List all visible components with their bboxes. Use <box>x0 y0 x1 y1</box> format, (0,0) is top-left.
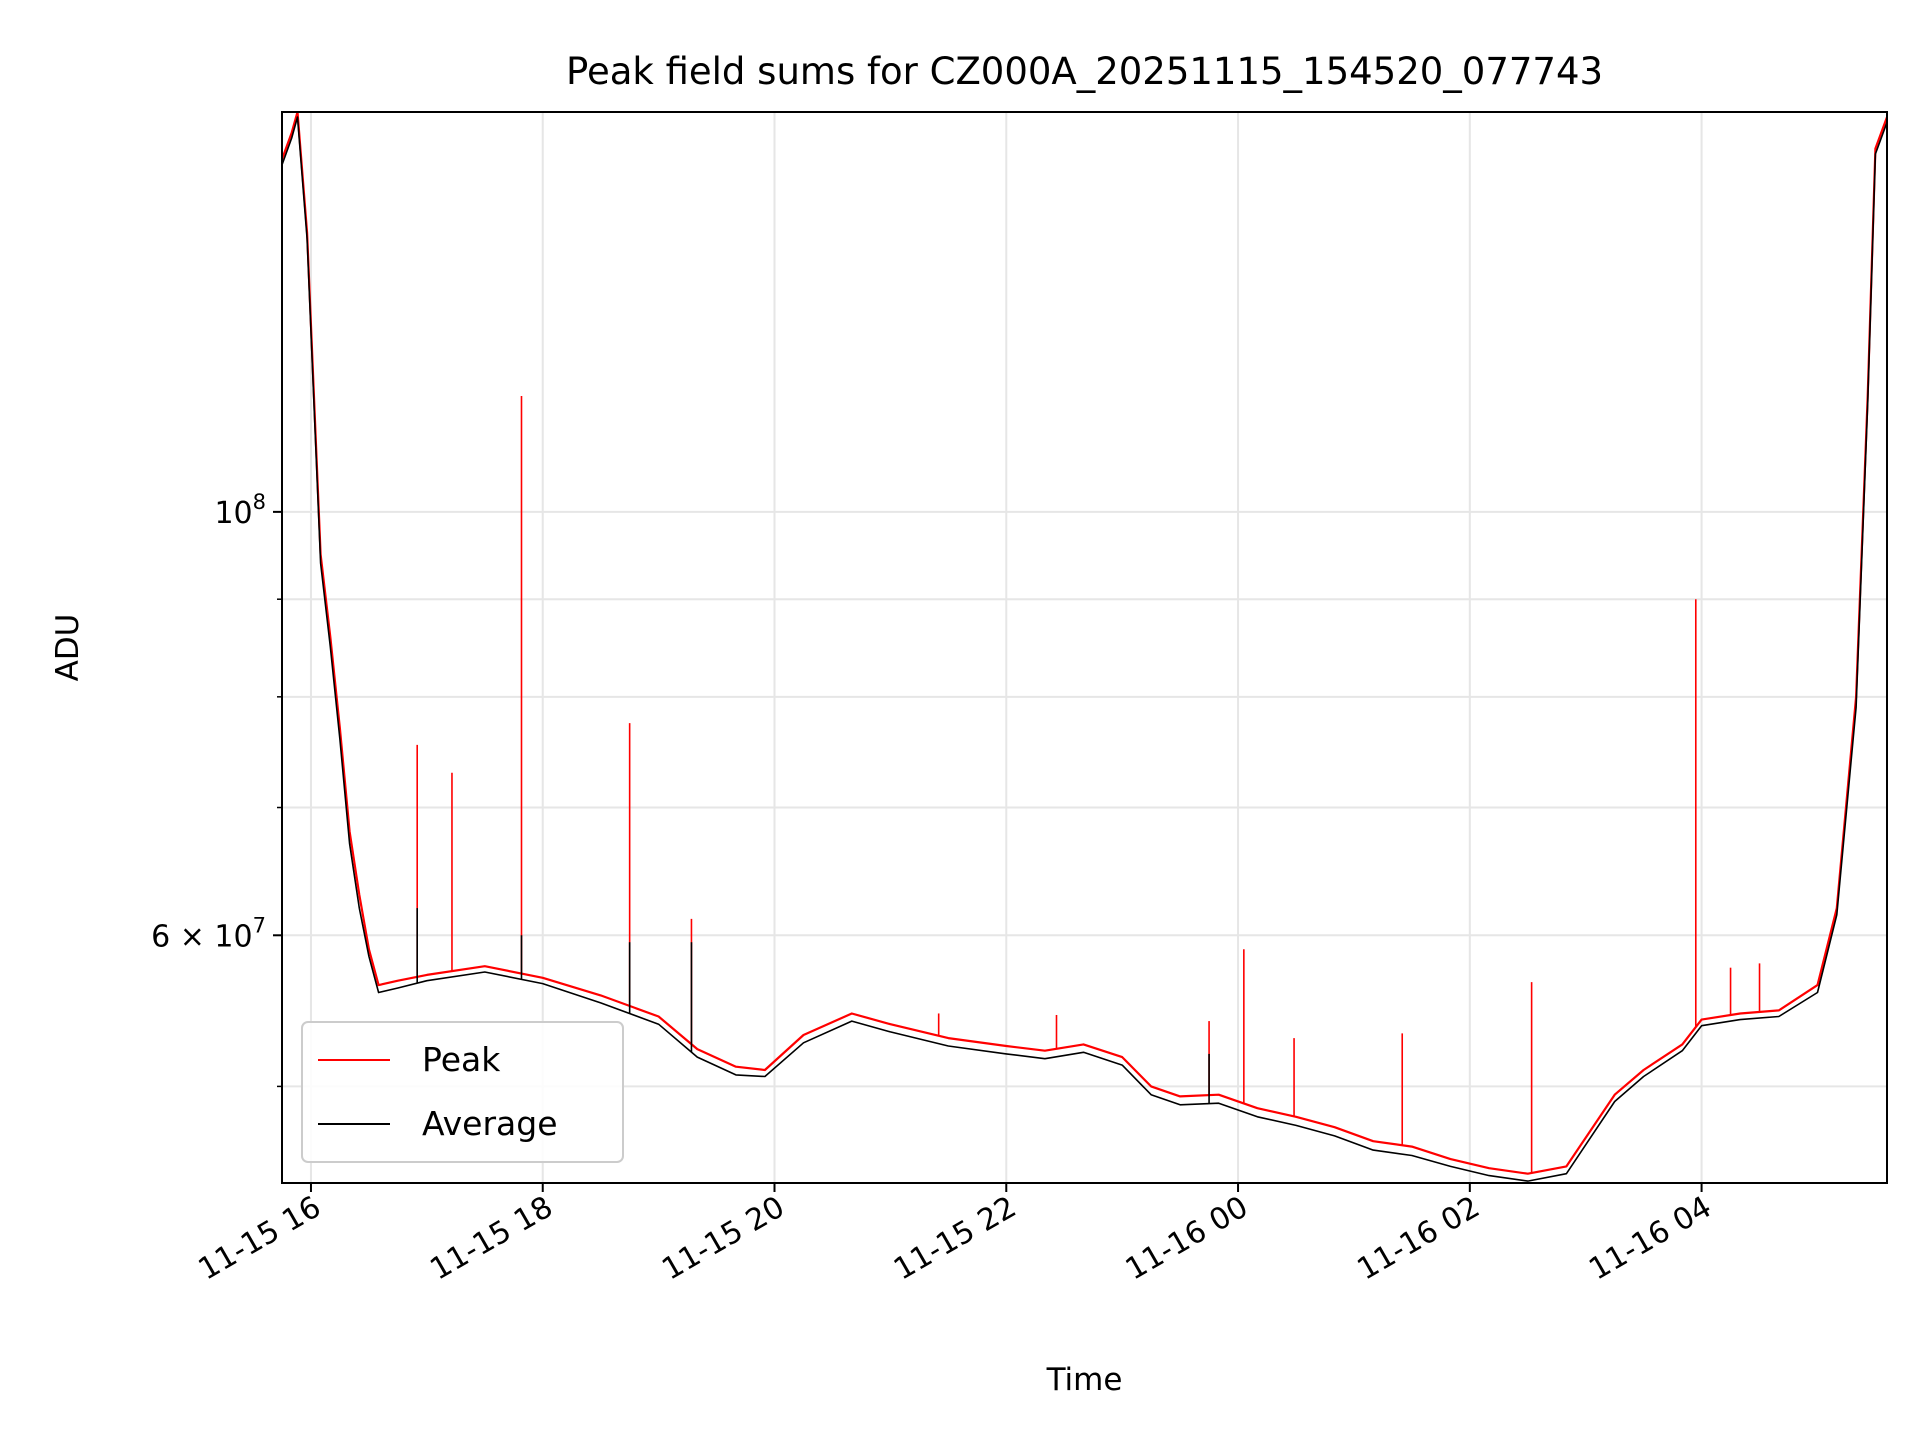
y-tick-label: 108 <box>214 490 266 531</box>
y-axis-label: ADU <box>50 614 86 682</box>
x-tick-label: 11-16 04 <box>1583 1190 1717 1288</box>
x-tick-label: 11-15 16 <box>193 1190 327 1288</box>
x-tick-label: 11-15 18 <box>424 1190 558 1288</box>
series-line-average <box>282 116 1887 1182</box>
legend-box <box>301 1021 624 1163</box>
chart-title: Peak field sums for CZ000A_20251115_1545… <box>566 50 1603 93</box>
x-tick-label: 11-15 22 <box>888 1190 1022 1288</box>
plot-frame <box>281 111 1888 1184</box>
series-line-peak <box>282 112 1887 1175</box>
series-layer <box>282 112 1887 1182</box>
x-tick-label: 11-15 20 <box>656 1190 790 1288</box>
y-tick-label: 6 × 107 <box>151 913 266 954</box>
x-tick-label: 11-16 02 <box>1351 1190 1485 1288</box>
x-tick-label: 11-16 00 <box>1120 1190 1254 1288</box>
legend: Peak Average <box>301 1021 624 1163</box>
legend-label-average: Average <box>422 1104 558 1143</box>
grid <box>282 112 1887 1183</box>
x-axis-label: Time <box>1046 1362 1123 1398</box>
legend-label-peak: Peak <box>422 1040 501 1079</box>
